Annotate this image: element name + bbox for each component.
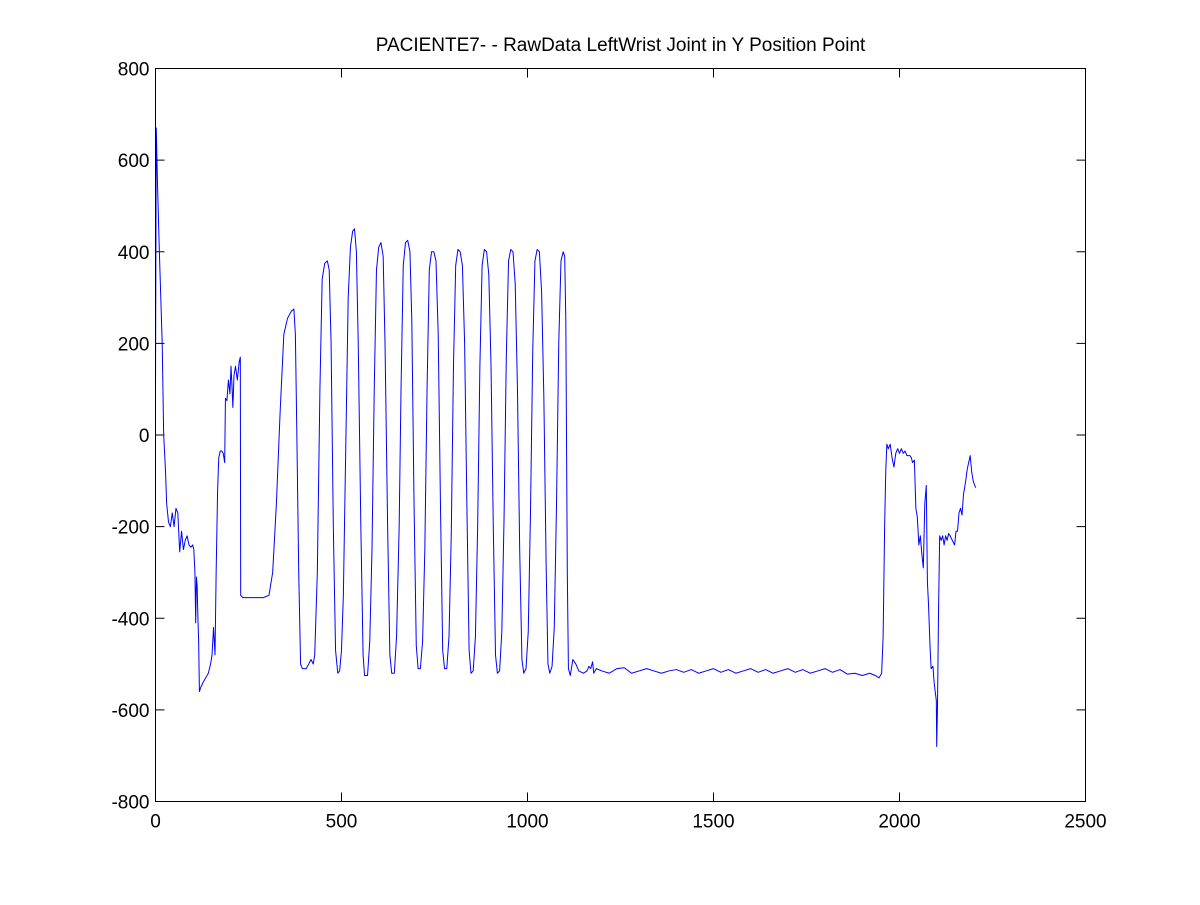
plot-area-frame (155, 68, 1086, 802)
x-tick-label: 500 (326, 812, 358, 833)
series-line (155, 127, 977, 748)
x-axis: 0 500 1000 1500 2000 2500 (150, 68, 1107, 833)
x-tick-label: 1000 (506, 812, 548, 833)
y-tick-label: -200 (111, 518, 149, 539)
y-tick-label: -400 (111, 609, 149, 630)
y-tick-label: 200 (118, 334, 150, 355)
y-tick-label: -800 (111, 793, 149, 814)
y-tick-label: 0 (139, 426, 150, 447)
y-axis: -800 -600 -400 -200 0 200 400 600 800 (111, 60, 1086, 814)
chart-title: PACIENTE7- - RawData LeftWrist Joint in … (376, 35, 866, 56)
y-tick-label: 400 (118, 243, 150, 264)
x-tick-label: 2500 (1064, 812, 1106, 833)
x-tick-label: 0 (150, 812, 161, 833)
x-tick-label: 1500 (692, 812, 734, 833)
y-tick-label: 800 (118, 60, 150, 81)
x-tick-label: 2000 (878, 812, 920, 833)
y-tick-label: -600 (111, 701, 149, 722)
y-tick-label: 600 (118, 151, 150, 172)
